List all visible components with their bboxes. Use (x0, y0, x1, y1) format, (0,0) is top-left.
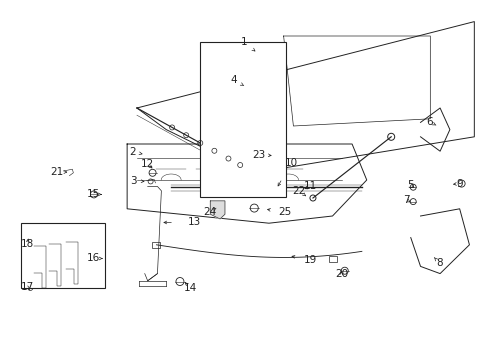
Text: 13: 13 (187, 217, 201, 228)
Text: 4: 4 (230, 75, 237, 85)
Text: 8: 8 (435, 258, 442, 268)
Text: 3: 3 (129, 176, 136, 186)
Text: 14: 14 (183, 283, 197, 293)
Text: 7: 7 (403, 195, 409, 205)
Text: 18: 18 (20, 239, 34, 249)
Bar (152, 242, 160, 248)
Bar (328, 256, 336, 262)
Polygon shape (210, 201, 224, 219)
Text: 11: 11 (303, 181, 316, 192)
Text: 23: 23 (252, 150, 265, 160)
Text: 12: 12 (141, 159, 154, 169)
Text: 25: 25 (277, 207, 291, 217)
Text: 22: 22 (292, 186, 305, 196)
Text: 10: 10 (285, 158, 297, 168)
Text: 15: 15 (87, 189, 101, 199)
Text: 6: 6 (425, 117, 432, 127)
Text: 20: 20 (334, 269, 347, 279)
Text: 16: 16 (87, 253, 101, 264)
Text: 2: 2 (129, 147, 136, 157)
Bar (20, 223, 105, 288)
Text: 5: 5 (407, 180, 413, 190)
Text: 9: 9 (455, 179, 462, 189)
Text: 17: 17 (20, 282, 34, 292)
Text: 19: 19 (303, 255, 316, 265)
Text: 24: 24 (203, 207, 217, 217)
Bar (200, 42, 285, 197)
Text: 21: 21 (50, 167, 63, 177)
Text: 1: 1 (241, 37, 247, 48)
